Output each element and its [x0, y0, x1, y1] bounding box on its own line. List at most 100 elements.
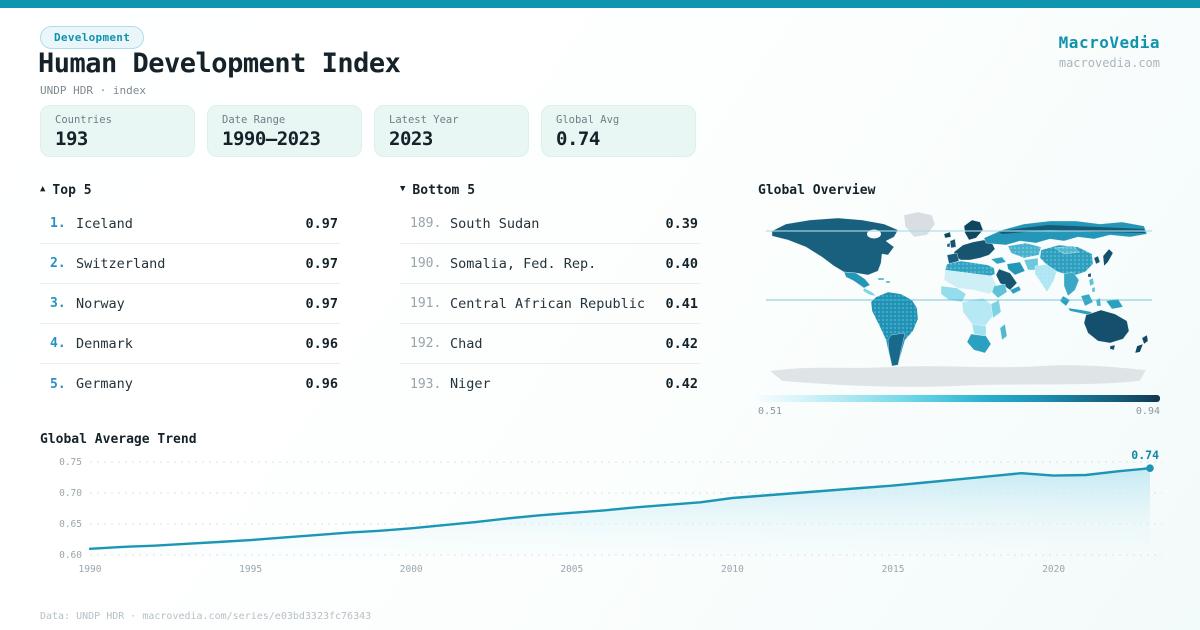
list-item: 4. Denmark 0.96	[40, 324, 340, 364]
country-name: Denmark	[76, 335, 133, 352]
rank-number: 4.	[50, 336, 66, 351]
bottom5-heading: ▼ Bottom 5	[400, 182, 700, 198]
bottom5-list: 189. South Sudan 0.39 190. Somalia, Fed.…	[400, 204, 700, 404]
map-region-southern-africa	[966, 333, 992, 354]
list-item: 1. Iceland 0.97	[40, 204, 340, 244]
scale-labels: 0.51 0.94	[758, 406, 1160, 417]
rank-number: 190.	[410, 256, 442, 271]
country-name: South Sudan	[450, 215, 540, 232]
map-region-greenland	[903, 211, 936, 238]
brand-domain: macrovedia.com	[1058, 56, 1160, 70]
rank-number: 193.	[410, 376, 442, 392]
top5-heading: ▲ Top 5	[40, 182, 340, 198]
map-region-horn-of-africa	[991, 283, 1008, 299]
country-value: 0.97	[305, 255, 338, 272]
country-name: Chad	[450, 335, 483, 352]
map-region-iberia	[946, 252, 960, 265]
stat-label: Date Range	[222, 114, 286, 126]
stat-card-date-range: Date Range 1990–2023	[207, 105, 362, 157]
map-region-madagascar	[999, 323, 1008, 341]
map-region-new-zealand	[1134, 334, 1149, 354]
map-region-caribbean	[877, 277, 891, 284]
trend-heading: Global Average Trend	[40, 431, 1180, 447]
country-value: 0.40	[665, 255, 698, 272]
stat-value: 193	[55, 128, 88, 150]
list-item: 191. Central African Republic 0.41	[400, 284, 700, 324]
top5-heading-label: Top 5	[52, 182, 92, 198]
country-name: Iceland	[76, 215, 133, 232]
stats-row: Countries 193 Date Range 1990–2023 Lates…	[40, 105, 696, 157]
stat-value: 1990–2023	[222, 128, 321, 150]
map-region-tasmania	[1109, 344, 1116, 351]
svg-text:2010: 2010	[721, 564, 744, 575]
scale-min-label: 0.51	[758, 406, 783, 417]
stat-label: Countries	[55, 114, 112, 126]
scale-max-label: 0.94	[1135, 406, 1160, 417]
map-region-scandinavia	[963, 219, 984, 241]
brand-logo-link[interactable]: MacroVedia	[1058, 33, 1160, 52]
rank-number: 191.	[410, 296, 442, 311]
svg-text:2005: 2005	[560, 564, 583, 575]
map-region-central-africa	[961, 297, 994, 327]
map-heading-label: Global Overview	[758, 182, 876, 198]
map-region-sulawesi	[1095, 297, 1102, 307]
country-value: 0.41	[665, 295, 698, 312]
map-region-sumatra	[1059, 295, 1071, 307]
stat-card-latest-year: Latest Year 2023	[374, 105, 529, 157]
map-heading: Global Overview	[758, 182, 1160, 198]
svg-text:0.75: 0.75	[59, 457, 82, 468]
svg-text:0.70: 0.70	[59, 488, 82, 499]
country-name: Somalia, Fed. Rep.	[450, 255, 597, 272]
page-subtitle: UNDP HDR · index	[40, 84, 146, 97]
country-value: 0.96	[305, 335, 338, 352]
world-choropleth-map	[766, 211, 1152, 388]
country-name: Central African Republic	[450, 295, 646, 312]
svg-text:1995: 1995	[239, 564, 262, 575]
stat-value: 0.74	[556, 128, 600, 150]
top5-panel: ▲ Top 5 1. Iceland 0.97 2. Switzerland 0…	[40, 182, 340, 404]
country-name: Niger	[450, 376, 491, 392]
map-region-uk	[949, 238, 957, 249]
map-region-mexico	[843, 271, 871, 289]
country-value: 0.42	[665, 335, 698, 352]
map-region-taiwan	[1087, 272, 1092, 278]
category-badge: Development	[40, 26, 145, 49]
map-region-antarctica	[769, 364, 1147, 388]
country-name: Germany	[76, 376, 133, 392]
trend-panel: Global Average Trend 0.60 0.65 0.70 0.75 199…	[40, 431, 1180, 582]
map-region-argentina	[887, 332, 906, 367]
top-accent-bar	[0, 0, 1200, 8]
map-region-turkey	[990, 256, 1007, 265]
svg-text:0.60: 0.60	[59, 550, 82, 561]
map-region-iran	[1006, 261, 1026, 276]
map-region-russia	[983, 220, 1148, 246]
choropleth-color-scale	[758, 395, 1160, 402]
map-region-iceland	[943, 231, 952, 239]
stat-card-countries: Countries 193	[40, 105, 195, 157]
map-region-europe	[953, 239, 996, 261]
map-region-australia	[1083, 309, 1130, 344]
rank-number: 2.	[50, 256, 66, 271]
map-region-philippines	[1088, 277, 1096, 293]
page-title: Human Development Index	[38, 48, 401, 79]
map-region-japan	[1102, 248, 1114, 267]
top5-list: 1. Iceland 0.97 2. Switzerland 0.97 3. N…	[40, 204, 340, 404]
map-region-ireland	[946, 242, 951, 248]
list-item: 192. Chad 0.42	[400, 324, 700, 364]
svg-text:2015: 2015	[882, 564, 905, 575]
map-region-central-america	[862, 287, 877, 297]
rank-number: 5.	[50, 376, 66, 392]
map-region-new-guinea	[1105, 298, 1124, 310]
map-region-korea	[1093, 255, 1101, 265]
rank-number: 3.	[50, 296, 66, 311]
stat-value: 2023	[389, 128, 433, 150]
trend-end-value-label: 0.74	[1131, 450, 1159, 462]
stat-label: Global Avg	[556, 114, 620, 126]
stat-label: Latest Year	[389, 114, 459, 126]
svg-text:2000: 2000	[400, 564, 423, 575]
country-value: 0.42	[665, 376, 698, 392]
map-region-north-america	[771, 217, 899, 276]
country-value: 0.39	[665, 215, 698, 232]
country-name: Switzerland	[76, 255, 166, 272]
map-region-east-africa	[990, 299, 1002, 319]
